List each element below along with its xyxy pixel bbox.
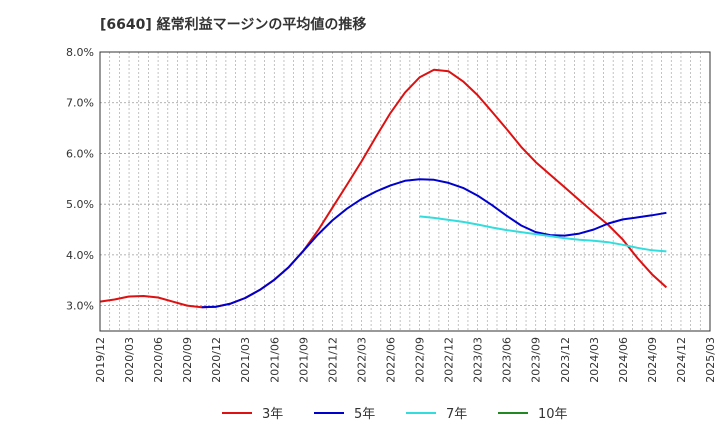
x-tick-label: 2024/09: [646, 337, 659, 383]
y-axis-ticks: 3.0% 4.0% 5.0% 6.0% 7.0% 8.0%: [66, 46, 94, 313]
series-line: [419, 215, 667, 253]
plot-frame: [99, 51, 711, 332]
legend-label: 5年: [354, 407, 375, 422]
x-tick-label: 2022/09: [414, 337, 427, 383]
plot-background: [100, 52, 710, 331]
y-tick-label: 5.0%: [66, 198, 94, 211]
x-axis-ticks: 2019/12 2020/03 2020/06 2020/09 2020/12 2021/…: [94, 337, 717, 383]
x-tick-label: 2021/06: [268, 337, 281, 383]
legend-label: 10年: [538, 407, 568, 422]
x-tick-label: 2023/09: [530, 337, 543, 383]
y-tick-label: 7.0%: [66, 97, 94, 110]
x-tick-label: 2022/06: [384, 337, 397, 383]
x-tick-label: 2022/12: [443, 337, 456, 383]
x-tick-label: 2024/12: [675, 337, 688, 383]
series-line: [201, 178, 667, 309]
legend-label: 7年: [446, 407, 467, 422]
x-tick-label: 2020/12: [210, 337, 223, 383]
x-tick-label: 2023/03: [472, 337, 485, 383]
legend[interactable]: 3年 5年 7年 10年: [222, 407, 568, 422]
y-tick-label: 3.0%: [66, 300, 94, 313]
x-tick-label: 2024/03: [588, 337, 601, 383]
y-tick-label: 6.0%: [66, 147, 94, 160]
legend-label: 3年: [262, 407, 283, 422]
x-tick-label: 2020/09: [181, 337, 194, 383]
chart-title: [6640] 経常利益マージンの平均値の推移: [100, 17, 367, 33]
x-tick-label: 2021/03: [239, 337, 252, 383]
x-tick-label: 2021/09: [297, 337, 310, 383]
x-tick-label: 2020/06: [152, 337, 165, 383]
x-tick-label: 2021/12: [326, 337, 339, 383]
x-tick-label: 2023/12: [559, 337, 572, 383]
x-tick-label: 2024/06: [617, 337, 630, 383]
y-tick-label: 8.0%: [66, 46, 94, 59]
x-tick-label: 2022/03: [355, 337, 368, 383]
y-tick-label: 4.0%: [66, 249, 94, 262]
grid-lines: [100, 51, 710, 331]
x-tick-label: 2020/03: [123, 337, 136, 383]
series-line: [99, 68, 668, 309]
series-lines: [99, 68, 668, 309]
x-tick-label: 2025/03: [704, 337, 717, 383]
x-tick-label: 2019/12: [94, 337, 107, 383]
x-tick-label: 2023/06: [501, 337, 514, 383]
